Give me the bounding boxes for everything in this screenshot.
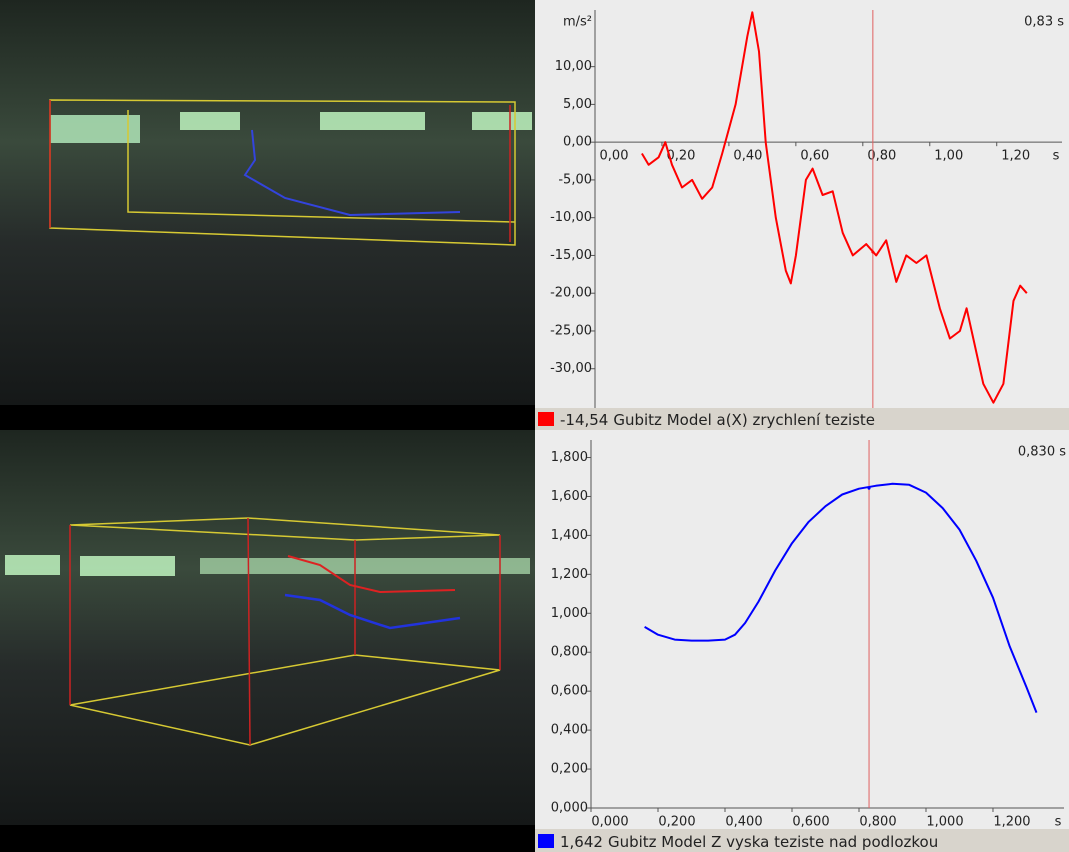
x-tick-label: 1,000	[926, 815, 963, 830]
legend-name: Gubitz Model Z vyska teziste nad podlozk…	[608, 833, 938, 851]
legend-name: Gubitz Model a(X) zrychlení teziste	[613, 411, 875, 429]
legend-value: 1,642	[560, 833, 603, 851]
cursor-point	[871, 250, 874, 253]
y-tick-label: 0,400	[551, 723, 588, 738]
x-tick-label: 0,400	[725, 815, 762, 830]
y-tick-label: 1,400	[551, 528, 588, 543]
y-tick-label: -25,00	[550, 323, 592, 338]
y-tick-label: -20,00	[550, 286, 592, 301]
video-bottom	[0, 430, 535, 852]
x-tick-label: 0,200	[658, 815, 695, 830]
x-tick-label: 0,800	[859, 815, 896, 830]
y-tick-label: 0,600	[551, 684, 588, 699]
x-tick-label: 0,80	[867, 149, 896, 164]
x-tick-label: 1,20	[1001, 149, 1030, 164]
legend-swatch	[538, 412, 554, 426]
y-tick-label: 1,000	[551, 606, 588, 621]
x-unit: s	[1055, 815, 1062, 830]
screen: -30,00 -25,00 -20,00 -15,00 -10,00 -5,00 0,00 5…	[0, 0, 1069, 852]
x-tick-label: 0,000	[591, 815, 628, 830]
y-tick-label: 10,00	[555, 59, 592, 74]
y-tick-label: -30,00	[550, 361, 592, 376]
x-tick-label: 1,00	[934, 149, 963, 164]
y-tick-label: 1,200	[551, 567, 588, 582]
legend-text: -14,54 Gubitz Model a(X) zrychlení tezist…	[560, 411, 875, 429]
x-tick-label: 0,600	[792, 815, 829, 830]
legend-text: 1,642 Gubitz Model Z vyska teziste nad po…	[560, 833, 938, 851]
x-tick-label: 0,60	[800, 149, 829, 164]
y-tick-label: -15,00	[550, 248, 592, 263]
x-tick-label: 0,40	[733, 149, 762, 164]
cursor-point	[868, 487, 871, 490]
y-unit: m/s²	[563, 15, 592, 30]
cursor-label: 0,83 s	[1024, 15, 1064, 30]
legend-swatch	[538, 834, 554, 848]
y-tick-label: 0,200	[551, 762, 588, 777]
x-unit: s	[1053, 149, 1060, 164]
x-tick-label: 1,200	[993, 815, 1030, 830]
video-top	[0, 0, 535, 430]
x-tick-label: 0,00	[600, 149, 629, 164]
y-tick-label: 1,600	[551, 489, 588, 504]
y-tick-label: 0,00	[563, 135, 592, 150]
y-tick-label: 0,800	[551, 645, 588, 660]
y-tick-label: 0,000	[551, 801, 588, 816]
y-tick-label: -5,00	[558, 172, 592, 187]
y-tick-label: 1,800	[551, 450, 588, 465]
y-tick-label: -10,00	[550, 210, 592, 225]
legend-value: -14,54	[560, 411, 608, 429]
y-tick-label: 5,00	[563, 97, 592, 112]
cursor-label: 0,830 s	[1018, 445, 1066, 460]
page: {"chart_data": [ {"type": "line", "y_uni…	[0, 0, 1069, 852]
